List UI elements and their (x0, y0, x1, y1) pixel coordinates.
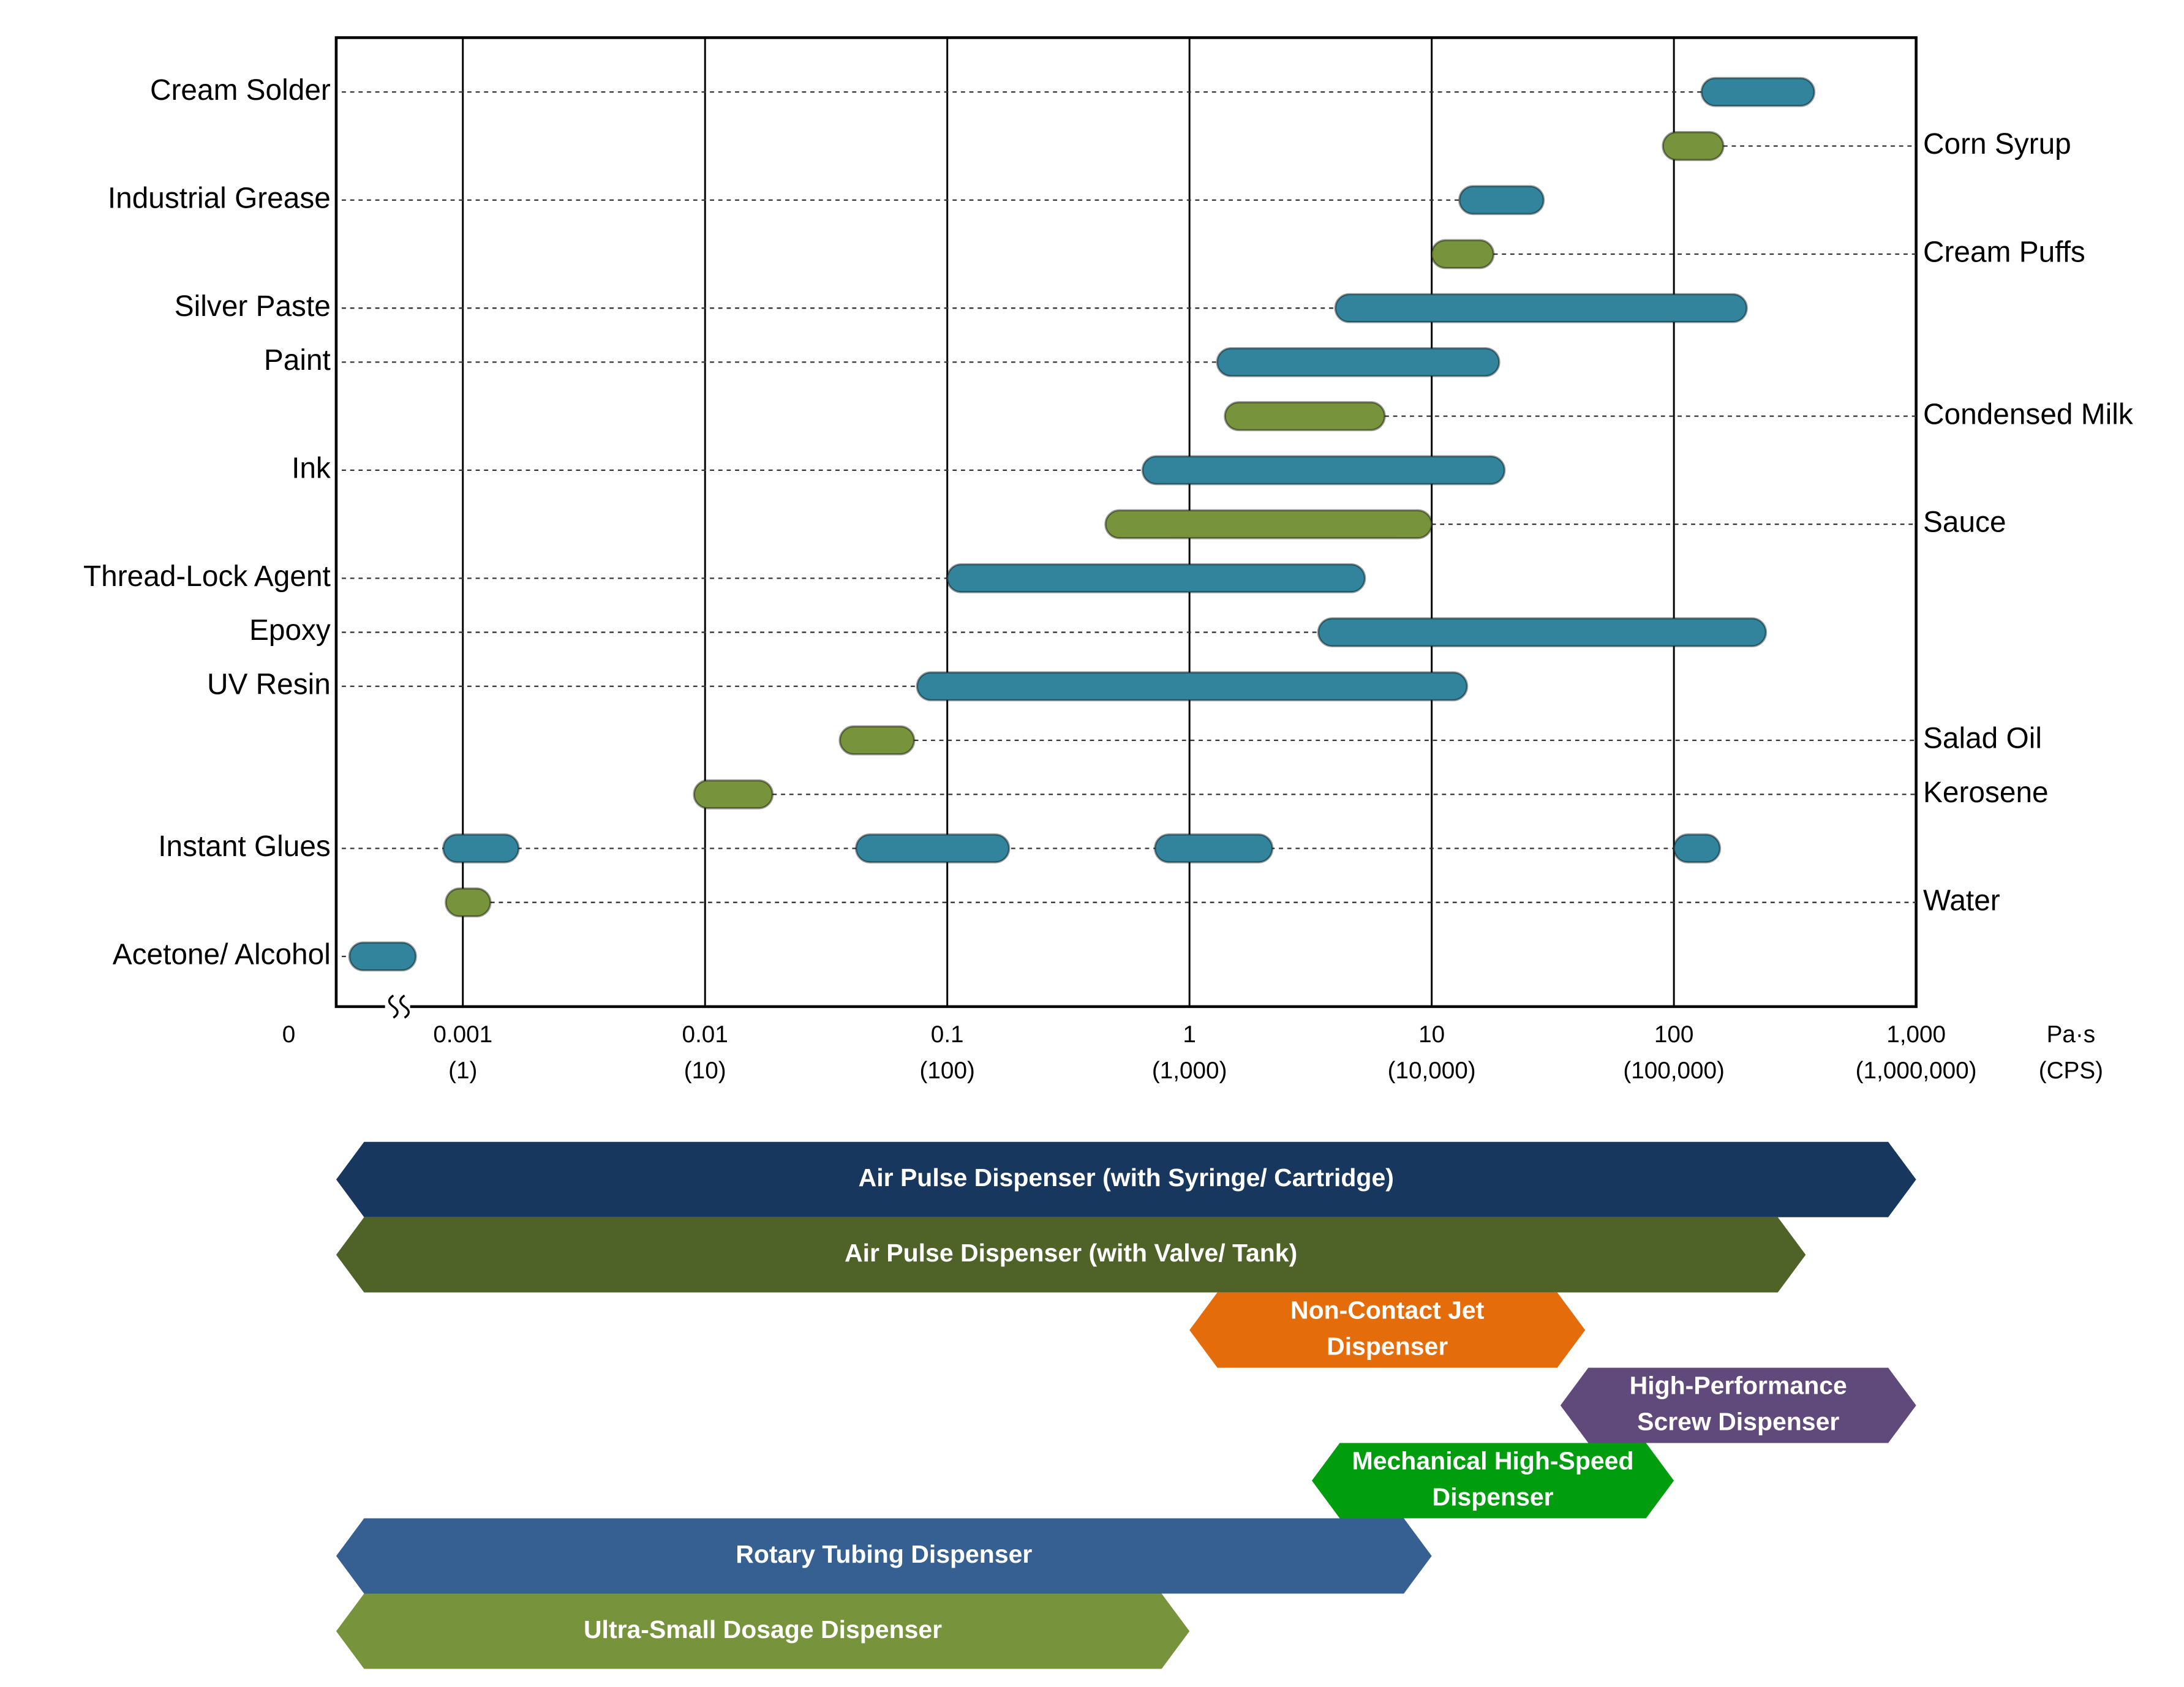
x-tick-sublabel: (1) (448, 1058, 477, 1084)
x-unit-secondary: (CPS) (2039, 1058, 2103, 1084)
axis-break (385, 994, 410, 1019)
range-bar (693, 779, 774, 810)
dispenser-label: Dispenser (1327, 1332, 1448, 1361)
dispenser-band (336, 1593, 1190, 1669)
dispenser-label: Air Pulse Dispenser (with Valve/ Tank) (845, 1239, 1297, 1267)
x-tick-label: 0.001 (433, 1021, 492, 1048)
x-break-label: 0 (282, 1021, 296, 1048)
dispenser-label: Ultra-Small Dosage Dispenser (584, 1615, 942, 1644)
range-bar (916, 671, 1469, 702)
dispenser-band (336, 1217, 1806, 1293)
range-bar (1430, 239, 1495, 269)
dispenser-band (1311, 1443, 1674, 1519)
row-label: UV Resin (207, 668, 331, 701)
x-tick-label: 0.1 (931, 1021, 964, 1048)
x-tick-label: 1 (1183, 1021, 1196, 1048)
range-bar (1317, 617, 1768, 648)
range-bar (1141, 455, 1506, 486)
range-bar (442, 833, 520, 863)
leaders (342, 91, 1916, 958)
x-tick-label: 1,000 (1886, 1021, 1946, 1048)
dispenser-band (336, 1141, 1916, 1217)
row-label: Water (1923, 884, 2000, 917)
row-label: Sauce (1923, 506, 2006, 539)
range-bar (1334, 293, 1748, 323)
bars (348, 77, 1816, 972)
x-tick-sublabel: (100) (920, 1058, 975, 1084)
range-bar (1216, 347, 1501, 377)
row-label: Salad Oil (1923, 723, 2042, 755)
dispenser-label: Mechanical High-Speed (1352, 1446, 1634, 1475)
x-tick-sublabel: (1,000,000) (1856, 1058, 1977, 1084)
x-unit: Pa·s (2047, 1021, 2096, 1048)
range-bar (1700, 77, 1816, 107)
x-tick-label: 0.01 (682, 1021, 728, 1048)
row-label: Ink (292, 452, 331, 484)
x-tick-label: 10 (1418, 1021, 1445, 1048)
row-label: Instant Glues (158, 830, 331, 863)
labels: Cream Solder Corn Syrup Industrial Grease C… (83, 74, 2133, 971)
range-bar (946, 563, 1366, 593)
dispenser-label: Dispenser (1432, 1482, 1553, 1511)
row-label: Acetone/ Alcohol (113, 939, 331, 971)
row-label: Kerosene (1923, 776, 2049, 809)
row-label: Thread-Lock Agent (83, 560, 331, 593)
range-bar (1673, 833, 1722, 863)
x-tick-sublabel: (1,000) (1152, 1058, 1227, 1084)
row-label: Silver Paste (175, 290, 331, 323)
range-bar (445, 887, 492, 918)
x-tick-label: 100 (1654, 1021, 1694, 1048)
range-bar (1104, 509, 1433, 539)
x-tick-sublabel: (100,000) (1623, 1058, 1725, 1084)
row-label: Cream Puffs (1923, 236, 2085, 269)
row-label: Cream Solder (150, 74, 331, 107)
dispenser-label: Non-Contact Jet (1290, 1296, 1485, 1324)
dispenser-label: Air Pulse Dispenser (with Syringe/ Cartr… (859, 1163, 1394, 1192)
range-bar (854, 833, 1011, 863)
dispenser-bands: Air Pulse Dispenser (with Syringe/ Cartr… (336, 1141, 1916, 1669)
range-bar (348, 941, 417, 972)
x-tick-sublabel: (10) (684, 1058, 726, 1084)
row-label: Epoxy (249, 614, 331, 647)
x-tick-sublabel: (10,000) (1388, 1058, 1476, 1084)
range-bar (1458, 185, 1545, 216)
row-label: Industrial Grease (108, 182, 331, 214)
row-label: Corn Syrup (1923, 128, 2071, 160)
dispenser-label: High-Performance (1630, 1371, 1847, 1399)
dispenser-band (336, 1518, 1432, 1594)
row-label: Condensed Milk (1923, 398, 2133, 430)
range-bar (838, 725, 916, 756)
range-bar (1662, 131, 1725, 161)
dispenser-band (1189, 1292, 1586, 1368)
dispenser-band (1560, 1367, 1916, 1443)
range-bar (1154, 833, 1274, 863)
dispenser-label: Screw Dispenser (1637, 1408, 1839, 1436)
dispenser-label: Rotary Tubing Dispenser (736, 1540, 1032, 1568)
range-bar (1224, 401, 1386, 432)
row-label: Paint (264, 344, 331, 377)
